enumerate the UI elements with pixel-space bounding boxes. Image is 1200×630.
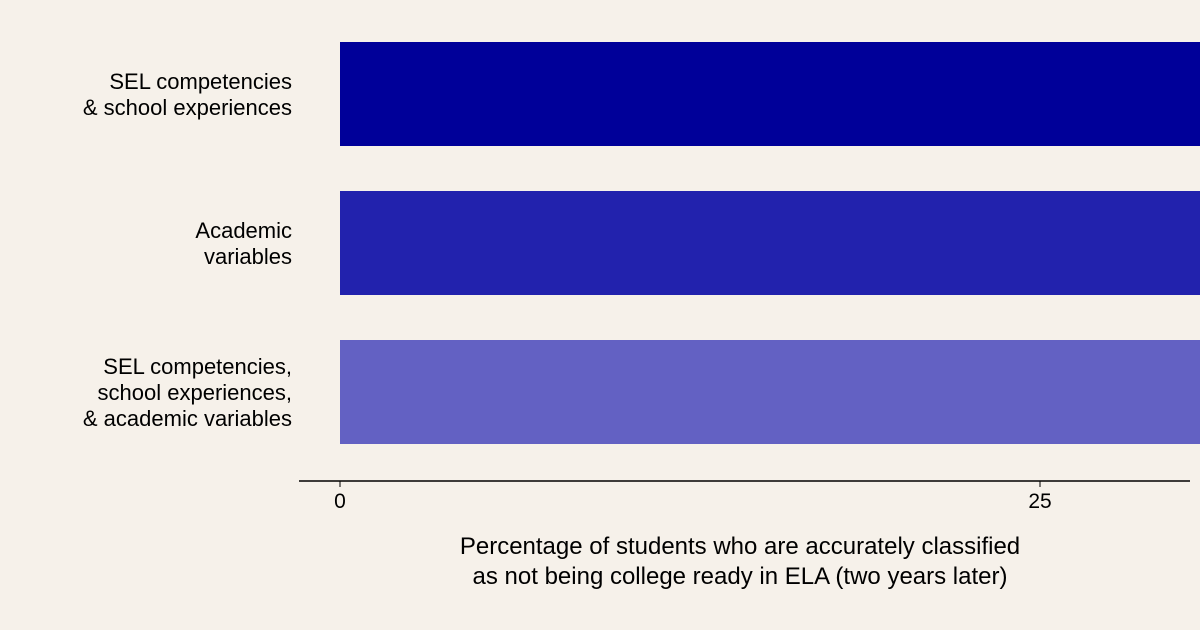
x-tick-label: 25 xyxy=(1028,490,1051,513)
category-label-line: SEL competencies, xyxy=(103,354,292,379)
category-label-3: SEL competencies, school experiences, & ac… xyxy=(83,354,292,431)
bar-2 xyxy=(340,191,1200,295)
category-label-line: Academic xyxy=(195,218,292,243)
category-labels: SEL competencies & school experiences Acad… xyxy=(83,69,292,431)
category-label-2: Academic variables xyxy=(195,218,292,269)
bar-3 xyxy=(340,340,1200,444)
category-label-line: SEL competencies xyxy=(109,69,292,94)
category-label-line: & school experiences xyxy=(83,95,292,120)
bar-1 xyxy=(340,42,1200,146)
x-axis-title-line: as not being college ready in ELA (two y… xyxy=(473,563,1008,590)
x-axis-title-line: Percentage of students who are accuratel… xyxy=(460,533,1020,560)
x-axis-title: Percentage of students who are accuratel… xyxy=(460,533,1020,590)
category-label-1: SEL competencies & school experiences xyxy=(83,69,292,120)
category-label-line: & academic variables xyxy=(83,406,292,431)
bars-layer xyxy=(340,42,1200,444)
x-axis-ticks: 0255075 xyxy=(334,481,1052,513)
category-label-line: variables xyxy=(204,244,292,269)
category-label-line: school experiences, xyxy=(98,380,292,405)
x-tick-label: 0 xyxy=(334,490,346,513)
